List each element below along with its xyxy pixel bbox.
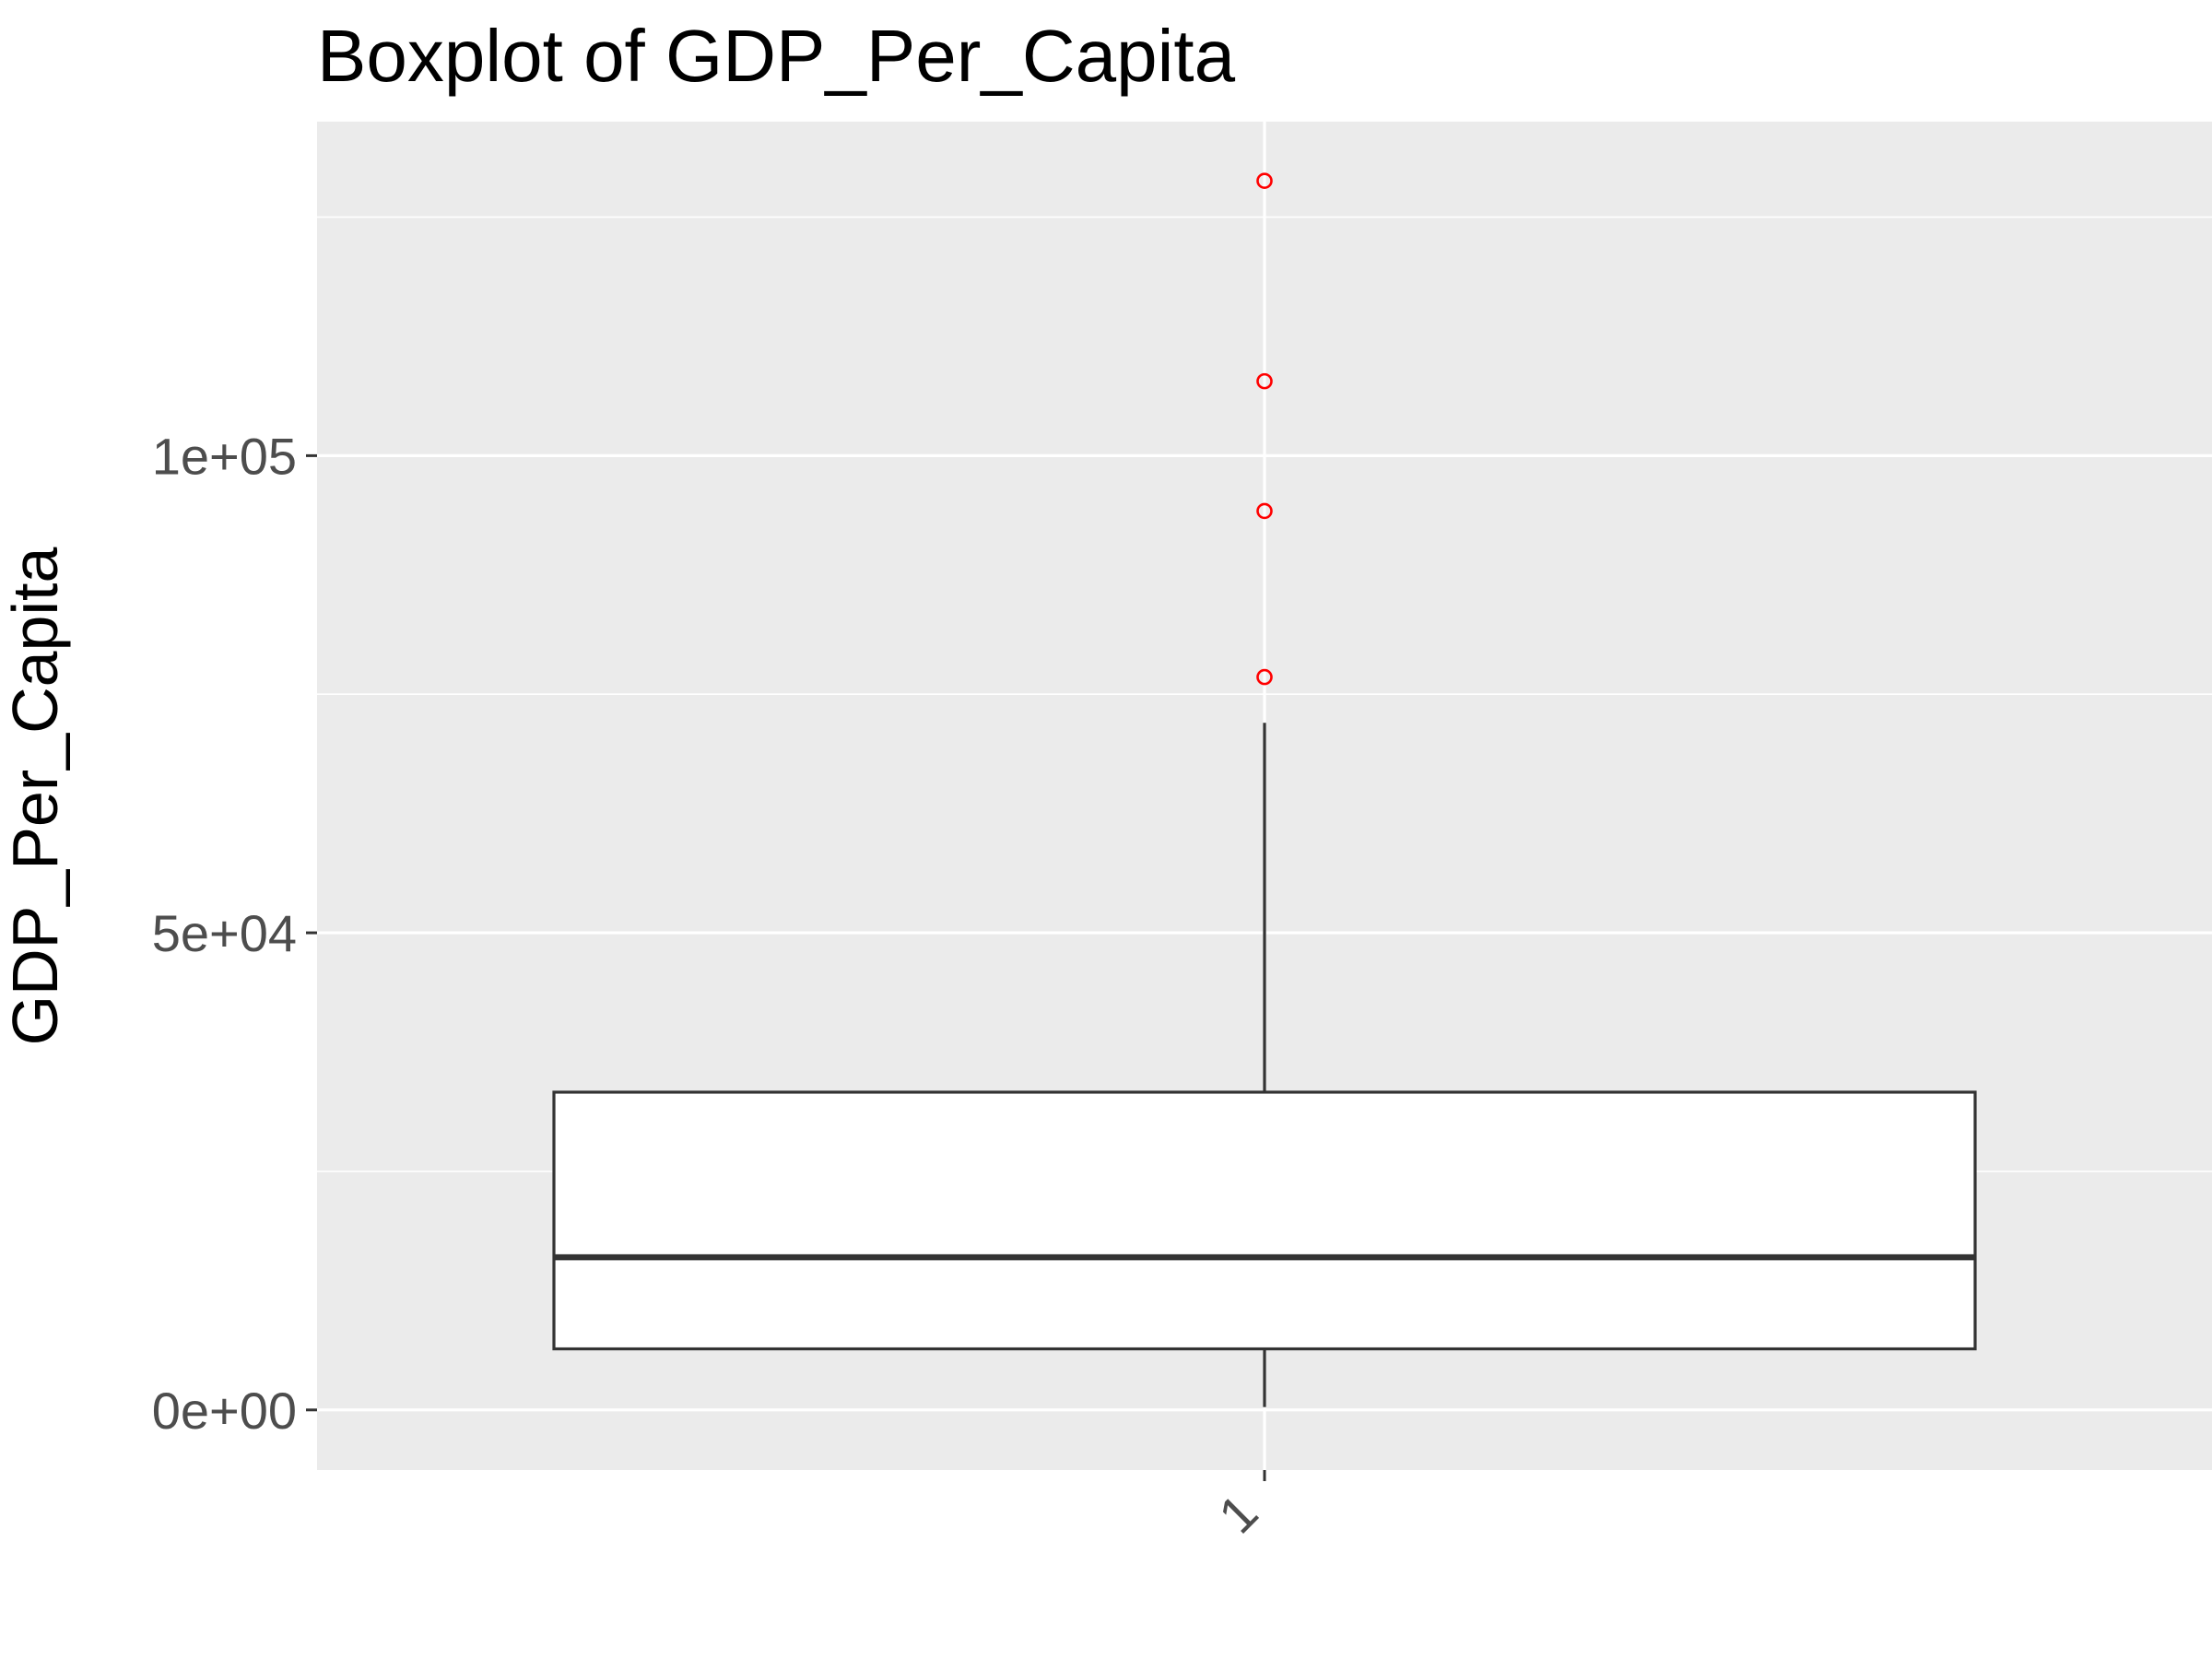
outlier-point xyxy=(1256,502,1273,520)
outlier-point xyxy=(1256,372,1273,390)
y-tick-label: 5e+04 xyxy=(152,904,297,962)
boxplot-series xyxy=(552,172,1977,1407)
y-axis-label: GDP_Per_Capita xyxy=(0,547,71,1046)
chart-title: Boxplot of GDP_Per_Capita xyxy=(317,15,1236,97)
x-axis: 1 xyxy=(1207,1470,1269,1545)
y-tick-label: 0e+00 xyxy=(152,1382,297,1440)
box-iqr xyxy=(552,1090,1977,1351)
y-axis: 0e+00 5e+04 1e+05 xyxy=(152,427,317,1440)
outlier-point xyxy=(1256,172,1273,189)
x-tick-label: 1 xyxy=(1207,1483,1269,1545)
outlier-point xyxy=(1256,668,1273,686)
y-tick-label: 1e+05 xyxy=(152,427,297,485)
